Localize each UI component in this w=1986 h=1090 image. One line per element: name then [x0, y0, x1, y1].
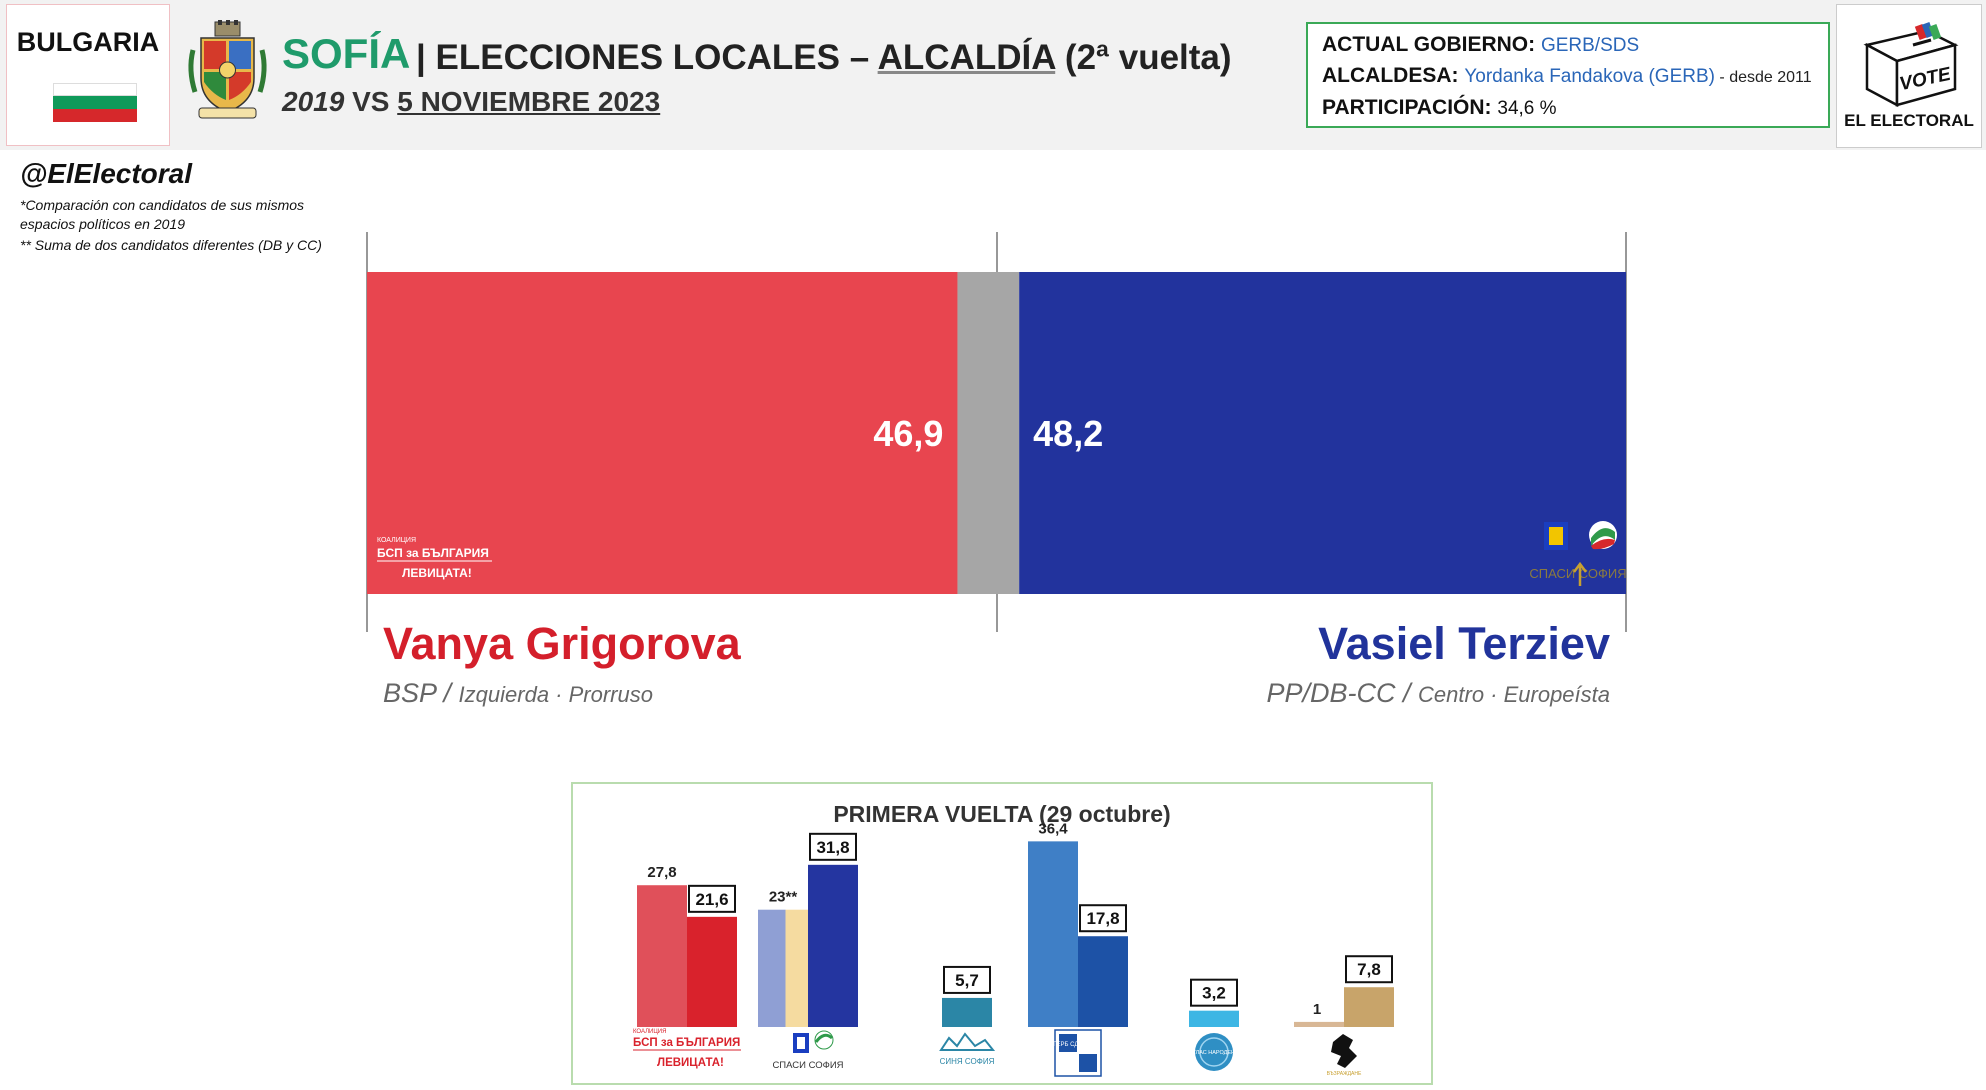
candidate-left-details: BSP / Izquierda · Prorruso [383, 678, 653, 709]
title-office: ALCALDÍA [877, 38, 1056, 77]
label-box-2023-0 [688, 884, 736, 913]
label-2019-5: 1 [1313, 1001, 1321, 1018]
label-2019-1: 23** [769, 889, 798, 906]
first-round-chart: 27,821,6 23**31,85,736,417,83,217,8 КОАЛИ… [633, 820, 1394, 1077]
label-box-2023-5 [1345, 955, 1393, 984]
label-box-2023-2 [943, 965, 991, 994]
label-box-2023-3 [1079, 904, 1127, 933]
mayor-label: ALCALDESA: [1322, 64, 1465, 87]
fr-bsp-line3: ЛЕВИЦАТА! [657, 1057, 724, 1069]
candidate-right-sep: / [1395, 678, 1419, 708]
fr-vaz-text: ВЪЗРАЖДАНЕ [1327, 1071, 1362, 1077]
runoff-result-chart: 46,9 48,2 КОАЛИЦИЯ БСП за БЪЛГАРИЯ ЛЕВИЦ… [366, 232, 1627, 632]
subtitle-date: 5 NOVIEMBRE 2023 [397, 86, 661, 117]
info-box: ACTUAL GOBIERNO: GERB/SDS ALCALDESA: Yor… [1306, 22, 1830, 128]
candidate-left-sep: / [436, 678, 459, 708]
fr-pp-text: СПАСИ СОФИЯ [772, 1060, 843, 1071]
logo-sinya-sofia-icon: СИНЯ СОФИЯ [939, 1032, 996, 1066]
title-prefix: | ELECCIONES LOCALES – [416, 38, 878, 77]
bar-2023-2 [942, 997, 992, 1027]
fr-bsp-line1: КОАЛИЦИЯ [633, 1029, 666, 1035]
first-round-title: PRIMERA VUELTA (29 octubre) [833, 801, 1171, 827]
bsp-logo-icon: КОАЛИЦИЯ БСП за БЪЛГАРИЯ ЛЕВИЦАТА! [377, 537, 492, 580]
bsp-logo-line1: КОАЛИЦИЯ [377, 537, 416, 544]
label-2023-0: 21,6 [695, 890, 728, 909]
logo-pp-db-icon: СПАСИ СОФИЯ [772, 1030, 844, 1071]
fr-bsp-line2: БСП за БЪЛГАРИЯ [633, 1037, 740, 1049]
logo-glas-naroden-icon: ГЛАС НАРОДЕН [1193, 1033, 1235, 1071]
logo-text: EL ELECTORAL [1844, 111, 1974, 130]
bar-right-candidate [1019, 272, 1626, 594]
data-label-right: 48,2 [1033, 413, 1103, 454]
info-government: ACTUAL GOBIERNO: GERB/SDS [1322, 30, 1814, 61]
info-mayor: ALCALDESA: Yordanka Fandakova (GERB) - d… [1322, 61, 1814, 93]
bar-2023-1 [808, 864, 858, 1027]
fr-sinya-text: СИНЯ СОФИЯ [940, 1057, 995, 1066]
bsp-logo-line3: ЛЕВИЦАТА! [402, 566, 472, 580]
label-2023-5: 7,8 [1357, 960, 1381, 979]
bar-others [957, 272, 1020, 594]
subtitle-year: 2019 [282, 86, 345, 117]
bar-2019-1 [758, 909, 786, 1027]
bar-2019-1-b [785, 909, 808, 1027]
info-turnout: PARTICIPACIÓN: 34,6 % [1322, 93, 1814, 124]
label-2023-4: 3,2 [1202, 984, 1226, 1003]
label-box-2023-1 [809, 832, 857, 861]
gov-label: ACTUAL GOBIERNO: [1322, 33, 1541, 56]
candidate-right-name: Vasiel Terziev [1318, 618, 1610, 669]
subtitle: 2019 VS 5 NOVIEMBRE 2023 [282, 86, 660, 118]
label-2023-1: 31,8 [816, 838, 849, 857]
gov-value: GERB/SDS [1540, 35, 1640, 56]
footnote-comparison: *Comparación con candidatos de sus mismo… [20, 197, 305, 232]
candidate-right-party: PP/DB-CC [1266, 678, 1396, 708]
label-box-2023-4 [1190, 978, 1238, 1007]
bar-2019-3 [1028, 841, 1078, 1027]
candidate-right-details: PP/DB-CC / Centro · Europeísta [1266, 678, 1610, 709]
pp-logo-text: СПАСИ СОФИЯ [1529, 566, 1626, 581]
bar-2019-0 [637, 885, 687, 1027]
pp-db-logos-icon: СПАСИ СОФИЯ [1529, 521, 1627, 586]
logo-vazrazhdane-icon: ВЪЗРАЖДАНЕ [1325, 1033, 1363, 1077]
ballot-box-icon: VOTE [1863, 22, 1959, 108]
logo-gerb-sds-icon: ГЕРБ СДС [1053, 1029, 1102, 1077]
footnote-sum: ** Suma de dos candidatos diferentes (DB… [20, 237, 322, 253]
label-2023-3: 17,8 [1086, 909, 1119, 928]
bsp-logo-line2: БСП за БЪЛГАРИЯ [377, 546, 489, 560]
first-round-panel: PRIMERA VUELTA (29 octubre) 27,8 21,6 23**… [571, 782, 1433, 1085]
bar-2023-0 [687, 916, 737, 1027]
candidate-left-party: BSP [383, 678, 437, 708]
mayor-since: - desde 2011 [1714, 69, 1812, 86]
el-electoral-logo: VOTE EL ELECTORAL [1836, 4, 1982, 148]
bar-2023-4 [1189, 1010, 1239, 1027]
sofia-coat-of-arms-icon [188, 20, 267, 119]
candidate-left-ideology: Izquierda · Prorruso [458, 682, 653, 707]
turnout-label: PARTICIPACIÓN: [1322, 96, 1498, 119]
mayor-value: Yordanka Fandakova (GERB) [1464, 66, 1715, 87]
bar-left-candidate [367, 272, 958, 594]
bar-2019-5 [1294, 1021, 1344, 1027]
data-label-left: 46,9 [873, 413, 943, 454]
fr-gerb-text: ГЕРБ СДС [1053, 1042, 1083, 1048]
bar-2023-3 [1078, 936, 1128, 1027]
candidate-left-name: Vanya Grigorova [383, 618, 741, 669]
bar-2023-5 [1344, 987, 1394, 1027]
label-2023-2: 5,7 [955, 971, 979, 990]
label-2019-0: 27,8 [647, 864, 676, 881]
country-box: BULGARIA [6, 4, 170, 146]
turnout-value: 34,6 % [1497, 98, 1557, 119]
twitter-handle: @ElElectoral [20, 158, 193, 189]
candidate-right-ideology: Centro · Europeísta [1418, 682, 1610, 707]
city-title: SOFÍA [282, 30, 411, 77]
country-name: BULGARIA [16, 27, 160, 57]
page-title: | ELECCIONES LOCALES – ALCALDÍA (2ª vuel… [416, 38, 1232, 78]
title-round: (2ª vuelta) [1055, 38, 1232, 77]
bulgaria-flag-icon [53, 83, 137, 122]
fr-glas-text: ГЛАС НАРОДЕН [1193, 1050, 1235, 1056]
label-2019-3: 36,4 [1038, 820, 1068, 837]
logo-bsp-icon: КОАЛИЦИЯ БСП за БЪЛГАРИЯ ЛЕВИЦАТА! [633, 1029, 741, 1069]
subtitle-vs: VS [344, 86, 398, 117]
